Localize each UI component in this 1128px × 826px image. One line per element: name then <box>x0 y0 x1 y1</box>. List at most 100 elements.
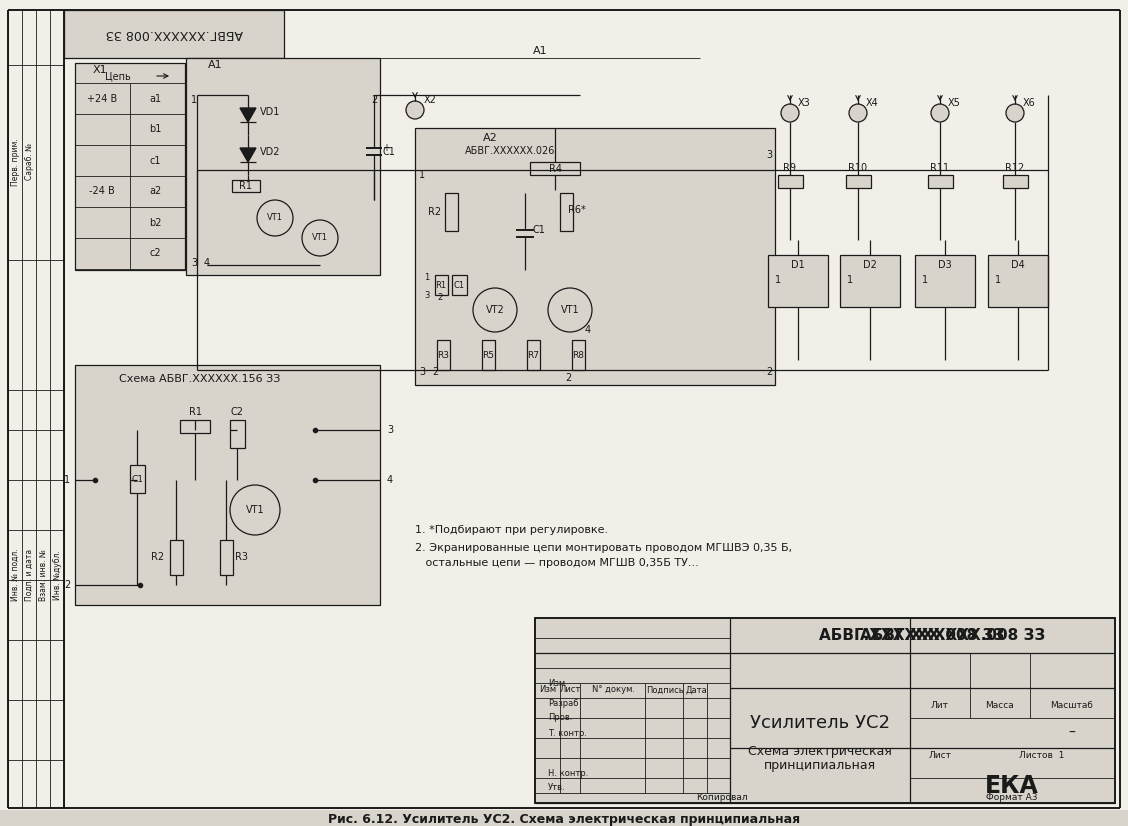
Text: 2: 2 <box>432 367 438 377</box>
Text: 3: 3 <box>424 291 430 300</box>
Polygon shape <box>240 148 256 162</box>
Text: 4: 4 <box>585 325 591 335</box>
Text: R5: R5 <box>482 350 494 359</box>
Text: R4: R4 <box>548 164 562 174</box>
Text: R7: R7 <box>527 350 539 359</box>
Bar <box>1003 175 1028 188</box>
Circle shape <box>548 288 592 332</box>
Text: a2: a2 <box>149 187 161 197</box>
Text: VT2: VT2 <box>486 305 504 315</box>
Text: 2: 2 <box>766 367 773 377</box>
Text: R8: R8 <box>572 350 584 359</box>
Text: c2: c2 <box>149 249 161 259</box>
Text: N° докум.: N° докум. <box>591 686 634 695</box>
Text: C1: C1 <box>131 474 143 483</box>
Text: R3: R3 <box>236 552 248 562</box>
Bar <box>846 175 871 188</box>
Circle shape <box>473 288 517 332</box>
Text: 3: 3 <box>191 258 197 268</box>
Bar <box>130 465 146 493</box>
Circle shape <box>1006 104 1024 122</box>
Bar <box>530 162 580 175</box>
Bar <box>220 540 233 575</box>
Text: R1: R1 <box>239 181 253 191</box>
Text: R2: R2 <box>429 207 441 217</box>
Text: Копировал: Копировал <box>696 794 748 803</box>
Text: D3: D3 <box>938 260 952 270</box>
Text: 3: 3 <box>387 425 393 435</box>
Bar <box>840 255 900 307</box>
Text: A2: A2 <box>483 133 497 143</box>
Text: VT1: VT1 <box>312 234 328 243</box>
Bar <box>915 255 975 307</box>
Text: c1: c1 <box>149 155 161 165</box>
Text: R9: R9 <box>784 163 796 173</box>
Text: VD2: VD2 <box>259 147 280 157</box>
Text: +24 В: +24 В <box>87 93 117 103</box>
Text: Лит: Лит <box>931 700 949 710</box>
Text: D1: D1 <box>791 260 805 270</box>
Bar <box>527 340 540 370</box>
Text: A1: A1 <box>532 46 547 56</box>
Text: АБВГ.XXXXXX.026: АБВГ.XXXXXX.026 <box>465 146 555 156</box>
Text: C2: C2 <box>230 407 244 417</box>
Text: Перв. прим.: Перв. прим. <box>10 138 19 186</box>
Text: VT1: VT1 <box>561 305 580 315</box>
Bar <box>778 175 803 188</box>
Text: 2: 2 <box>371 95 377 105</box>
Text: 2: 2 <box>438 293 442 302</box>
Bar <box>768 255 828 307</box>
Text: X1: X1 <box>92 65 107 75</box>
Bar <box>446 193 458 231</box>
Text: 4: 4 <box>204 258 210 268</box>
Bar <box>452 275 467 295</box>
Circle shape <box>257 200 293 236</box>
Text: C1: C1 <box>382 147 396 157</box>
Bar <box>535 618 1114 803</box>
Text: VT1: VT1 <box>246 505 264 515</box>
Text: остальные цепи — проводом МГШВ 0,35Б ТУ...: остальные цепи — проводом МГШВ 0,35Б ТУ.… <box>415 558 698 568</box>
Bar <box>437 340 450 370</box>
Text: 1: 1 <box>775 275 781 285</box>
Bar <box>186 58 380 275</box>
Text: R11: R11 <box>931 163 950 173</box>
Text: 2: 2 <box>64 580 70 590</box>
Text: Масса: Масса <box>986 700 1014 710</box>
Text: R10: R10 <box>848 163 867 173</box>
Text: Рис. 6.12. Усилитель УС2. Схема электрическая принципиальная: Рис. 6.12. Усилитель УС2. Схема электрич… <box>328 814 800 826</box>
Bar <box>559 193 573 231</box>
Text: 2: 2 <box>565 373 571 383</box>
Text: -24 В: -24 В <box>89 187 115 197</box>
Circle shape <box>849 104 867 122</box>
Text: Сараб. №: Сараб. № <box>25 144 34 181</box>
Text: 3: 3 <box>766 150 772 160</box>
Bar <box>232 180 259 192</box>
Text: Формат А3: Формат А3 <box>986 794 1038 803</box>
Text: Подпись: Подпись <box>646 686 684 695</box>
Bar <box>415 128 775 385</box>
Text: Схема АБВГ.XXXXXX.156 ЗЗ: Схема АБВГ.XXXXXX.156 ЗЗ <box>120 374 281 384</box>
Text: ЕКА: ЕКА <box>985 774 1039 798</box>
Text: Взам. инв. №: Взам. инв. № <box>38 549 47 601</box>
Text: –: – <box>1068 726 1075 740</box>
Text: R3: R3 <box>437 350 449 359</box>
Bar <box>928 175 953 188</box>
Bar <box>988 255 1048 307</box>
Circle shape <box>931 104 949 122</box>
Text: X3: X3 <box>797 98 810 108</box>
Text: Лист: Лист <box>559 686 581 695</box>
Bar <box>170 540 183 575</box>
Text: 1: 1 <box>847 275 853 285</box>
Circle shape <box>406 101 424 119</box>
Text: Инв. №дубл.: Инв. №дубл. <box>53 550 62 600</box>
Text: 1: 1 <box>191 95 197 105</box>
Text: X5: X5 <box>948 98 960 108</box>
Text: 1: 1 <box>424 273 430 282</box>
Text: VT1: VT1 <box>267 213 283 222</box>
Text: АБВГ.XXXXXX.008 ЗЗ: АБВГ.XXXXXX.008 ЗЗ <box>819 628 1004 643</box>
Text: X4: X4 <box>865 98 879 108</box>
Circle shape <box>230 485 280 535</box>
Text: b2: b2 <box>149 217 161 227</box>
Circle shape <box>302 220 338 256</box>
Text: R6*: R6* <box>569 205 585 215</box>
